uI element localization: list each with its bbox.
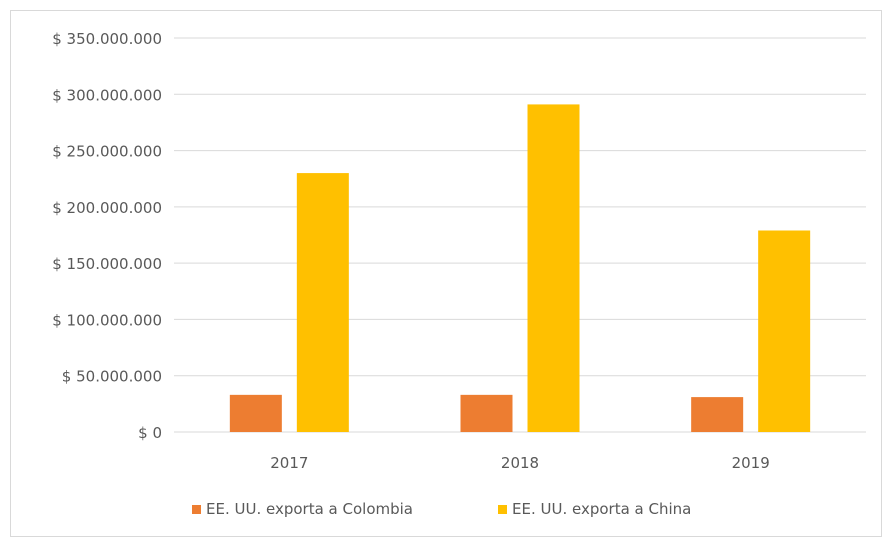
legend-swatch (192, 505, 201, 514)
legend-label: EE. UU. exporta a Colombia (206, 500, 413, 518)
gridlines (174, 37, 866, 433)
y-tick-label: $ 0 (138, 424, 162, 442)
bars (229, 104, 811, 433)
legend-item: EE. UU. exporta a China (498, 500, 691, 518)
bar-colombia-2018 (460, 394, 513, 432)
legend-item: EE. UU. exporta a Colombia (192, 500, 413, 518)
x-tick-label: 2017 (270, 454, 308, 472)
x-tick-label: 2018 (501, 454, 539, 472)
chart-container (10, 10, 882, 537)
y-tick-label: $ 250.000.000 (52, 143, 162, 161)
x-axis-tick-labels: 2017 2018 2019 (270, 454, 770, 472)
bar-china-2017 (296, 173, 349, 433)
y-tick-label: $ 50.000.000 (62, 368, 162, 386)
y-tick-label: $ 300.000.000 (52, 86, 162, 104)
y-tick-label: $ 100.000.000 (52, 311, 162, 329)
legend-label: EE. UU. exporta a China (512, 500, 691, 518)
y-tick-label: $ 350.000.000 (52, 30, 162, 48)
y-tick-label: $ 200.000.000 (52, 199, 162, 217)
y-tick-label: $ 150.000.000 (52, 255, 162, 273)
bar-colombia-2017 (229, 394, 282, 432)
bar-china-2018 (527, 104, 580, 432)
legend: EE. UU. exporta a Colombia EE. UU. export… (192, 500, 691, 518)
y-axis-tick-labels: $ 0 $ 50.000.000 $ 100.000.000 $ 150.000.00… (52, 30, 162, 442)
legend-swatch (498, 505, 507, 514)
bar-colombia-2019 (691, 397, 744, 432)
bar-china-2019 (758, 230, 811, 432)
x-tick-label: 2019 (732, 454, 770, 472)
